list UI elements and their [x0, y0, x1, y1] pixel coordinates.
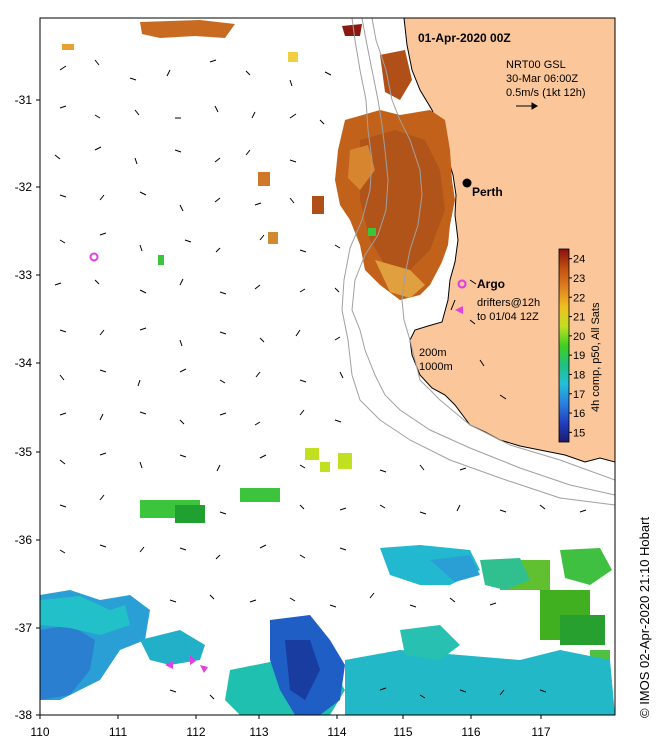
drifter-legend-line: drifters@12h: [477, 297, 540, 309]
argo-float-marker: [89, 252, 99, 262]
colorbar-tick-label: 19: [573, 350, 585, 362]
y-tick-label: -34: [15, 356, 33, 370]
x-tick-label: 111: [109, 725, 128, 739]
scale-arrow-icon: [516, 102, 538, 110]
current-vector-field: [54, 59, 587, 700]
drifter-track-marker: [190, 655, 196, 665]
product-line: NRT00 GSL: [506, 59, 566, 71]
x-tick-label: 112: [186, 725, 205, 739]
colorbar-tick-label: 18: [573, 369, 585, 381]
colorbar: 15 16 17 18 19 20 21 22 23 24 4h comp, p50, All S…: [558, 248, 602, 443]
x-tick-label: 114: [327, 725, 346, 739]
isobath-lines: [341, 18, 615, 506]
y-tick-label: -37: [15, 621, 33, 635]
colorbar-tick-label: 15: [573, 427, 585, 439]
colorbar-tick-label: 20: [573, 331, 585, 343]
argo-legend-label: Argo: [477, 277, 505, 291]
product-line: 30-Mar 06:00Z: [506, 73, 578, 85]
y-tick-labels: -31 -32 -33 -34 -35 -36 -37 -38: [15, 93, 33, 722]
y-tick-label: -32: [15, 180, 33, 194]
colorbar-label: 4h comp, p50, All Sats: [590, 302, 602, 412]
credit-text: © IMOS 02-Apr-2020 21:10 Hobart: [637, 517, 652, 718]
perth-city-marker: [462, 178, 472, 188]
x-tick-label: 116: [461, 725, 480, 739]
drifter-track-marker: [200, 665, 208, 673]
plot-frame: [39, 17, 616, 716]
sst-warm-region: [62, 20, 455, 300]
y-tick-label: -31: [15, 93, 33, 107]
x-tick-label: 115: [393, 725, 412, 739]
colorbar-tick-label: 17: [573, 389, 585, 401]
isobath-label: 1000m: [419, 361, 453, 373]
map-date-label: 01-Apr-2020 00Z: [418, 31, 511, 45]
isobath-label: 200m: [419, 347, 447, 359]
drifter-track-marker: [455, 306, 463, 314]
colorbar-tick-label: 23: [573, 273, 585, 285]
x-tick-labels: 110 111 112 113 114 115 116 117: [30, 725, 550, 739]
colorbar-tick-label: 16: [573, 408, 585, 420]
x-tick-label: 117: [531, 725, 550, 739]
colorbar-gradient: [558, 248, 570, 443]
colorbar-tick-label: 21: [573, 312, 585, 324]
city-label-perth: Perth: [472, 185, 503, 199]
x-tick-label: 113: [249, 725, 268, 739]
sst-cool-region: [40, 545, 615, 715]
axis-ticks: [36, 99, 542, 719]
y-tick-label: -36: [15, 533, 33, 547]
colorbar-ticks: 15 16 17 18 19 20 21 22 23 24: [569, 254, 585, 439]
drifter-track-marker: [165, 661, 173, 669]
colorbar-tick-label: 24: [573, 254, 585, 266]
colorbar-tick-label: 22: [573, 292, 585, 304]
product-line: 0.5m/s (1kt 12h): [506, 87, 585, 99]
x-tick-label: 110: [30, 725, 49, 739]
y-tick-label: -38: [15, 708, 33, 722]
y-tick-label: -35: [15, 445, 33, 459]
y-tick-label: -33: [15, 268, 33, 282]
drifter-legend-line: to 01/04 12Z: [477, 311, 539, 323]
argo-legend-icon: [457, 279, 467, 289]
